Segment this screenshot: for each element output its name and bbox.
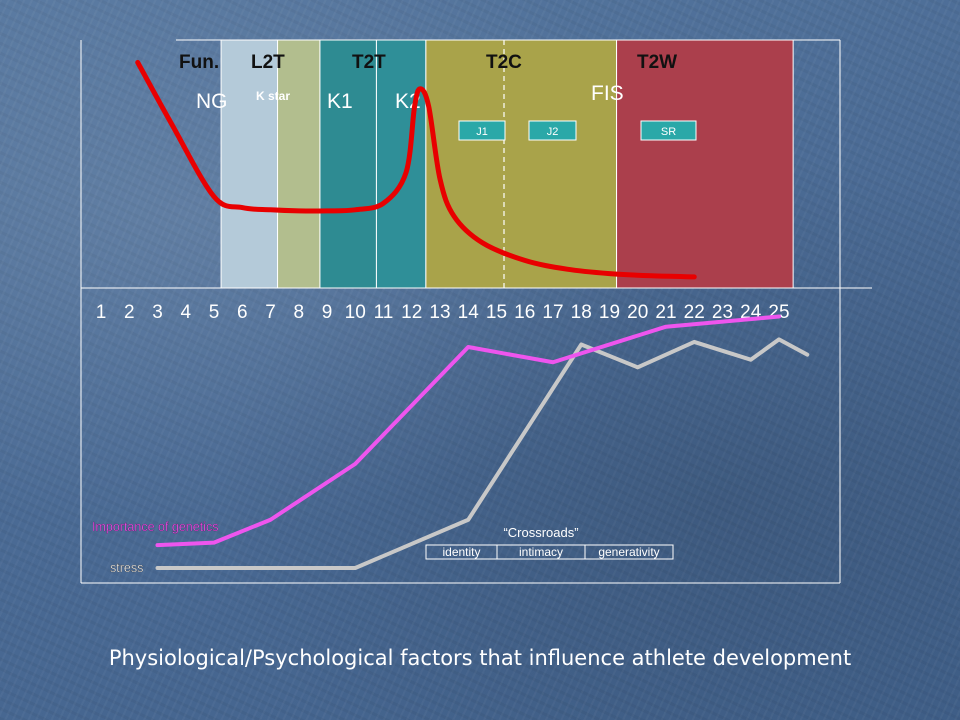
performance-curve: [135, 59, 697, 280]
band-5: [425, 39, 618, 289]
event-box-label: J1: [476, 126, 488, 138]
band-2: [277, 39, 321, 289]
x-tick-label: 5: [209, 302, 220, 323]
crossroads-cell: [584, 544, 674, 560]
x-tick-label: 25: [768, 302, 789, 323]
crossroads-title: “Crossroads”: [503, 525, 578, 540]
lower-panel: Importance of genetics stress “Crossroad…: [80, 288, 841, 584]
x-tick-label: 19: [599, 302, 620, 323]
x-tick-label: 23: [712, 302, 733, 323]
x-tick-label: 11: [374, 302, 394, 323]
x-tick-label: 21: [655, 302, 676, 323]
x-tick-labels: 1 2 3 4 5 6 7 8 9 10 11 12 13 14 15 16 17 18 19 20 21 22 23 24 2…: [96, 302, 790, 323]
x-tick-label: 10: [345, 302, 366, 323]
stage-header: T2T: [352, 52, 386, 73]
crossroads-cell-label: identity: [442, 545, 480, 559]
x-tick-label: 20: [627, 302, 648, 323]
band-6: [616, 39, 794, 289]
x-tick-label: 15: [486, 302, 507, 323]
stage-headers: Fun. L2T T2T T2C T2W: [179, 52, 677, 73]
x-tick-label: 8: [293, 302, 304, 323]
band-3: [319, 39, 377, 289]
upper-panel: Fun. L2T T2T T2C T2W NG K star K1 K2 FIS J1 J2 SR: [80, 39, 872, 289]
fis-label: FIS: [591, 82, 624, 105]
band-label: K star: [256, 89, 290, 103]
band-1: [220, 39, 279, 289]
x-tick-label: 4: [180, 302, 191, 323]
x-tick-label: 17: [542, 302, 563, 323]
event-box-label: SR: [661, 126, 676, 138]
x-tick-label: 16: [514, 302, 535, 323]
event-box: [528, 120, 577, 141]
crossroads-cell-label: generativity: [598, 545, 659, 559]
x-tick-label: 13: [429, 302, 450, 323]
stage-header: L2T: [251, 52, 285, 73]
stress-line: [155, 337, 810, 570]
x-tick-label: 1: [96, 302, 107, 323]
x-tick-label: 3: [152, 302, 163, 323]
x-tick-label: 9: [322, 302, 333, 323]
event-box: [640, 120, 697, 141]
event-boxes: J1 J2 SR: [458, 120, 697, 141]
x-tick-label: 6: [237, 302, 248, 323]
band-label: K1: [327, 90, 353, 113]
stage-header: T2W: [637, 52, 677, 73]
band-4: [375, 39, 427, 289]
crossroads-cell-label: intimacy: [519, 545, 563, 559]
event-box-label: J2: [547, 126, 559, 138]
x-tick-label: 22: [684, 302, 705, 323]
x-tick-label: 2: [124, 302, 135, 323]
crossroads-table: identity intimacy generativity: [425, 544, 674, 560]
x-tick-label: 12: [401, 302, 422, 323]
genetics-label: Importance of genetics: [92, 520, 218, 534]
slide-caption: Physiological/Psychological factors that…: [108, 646, 852, 670]
x-tick-label: 18: [571, 302, 592, 323]
stage-header: Fun.: [179, 52, 219, 73]
stage-header: T2C: [486, 52, 522, 73]
x-tick-label: 7: [265, 302, 276, 323]
event-box: [458, 120, 506, 141]
genetics-line: [155, 314, 781, 548]
band-label: NG: [196, 90, 228, 113]
stage-bands: [220, 39, 794, 289]
x-tick-label: 14: [458, 302, 480, 323]
stress-label: stress: [110, 561, 143, 575]
